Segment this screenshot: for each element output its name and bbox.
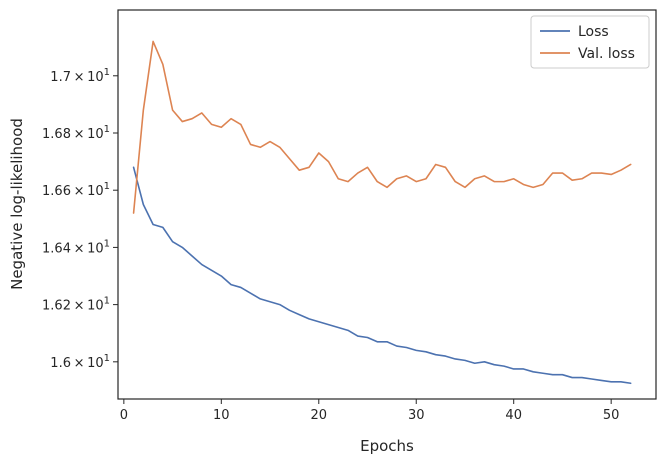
x-axis-label: Epochs <box>360 437 414 455</box>
y-tick-mantissa: 1.62 <box>42 299 71 314</box>
series-line-1 <box>132 166 632 385</box>
y-tick-mantissa: 1.68 <box>42 127 71 142</box>
y-tick-exponent: 1 <box>104 353 110 364</box>
legend-label: Loss <box>578 24 609 40</box>
x-axis-ticks: 0 10 20 30 40 50 <box>120 399 620 423</box>
x-tick-label: 20 <box>311 408 328 423</box>
x-tick-label: 10 <box>213 408 230 423</box>
legend: Loss Val. loss <box>530 15 650 69</box>
y-tick-mantissa: 1.7 <box>50 70 71 85</box>
y-tick-times: × 10 <box>71 70 104 85</box>
x-tick-label: 0 <box>120 408 128 423</box>
y-tick-label: 1.7 × 101 <box>50 67 110 85</box>
x-tick-label: 30 <box>408 408 425 423</box>
y-tick-times: × 10 <box>71 299 104 314</box>
y-tick-mantissa: 1.6 <box>50 356 71 371</box>
y-tick-times: × 10 <box>71 184 104 199</box>
plot-frame <box>117 9 657 400</box>
y-tick-exponent: 1 <box>104 181 110 192</box>
y-tick-mantissa: 1.66 <box>42 184 71 199</box>
y-tick-exponent: 1 <box>104 296 110 307</box>
y-axis-label: Negative log-likelihood <box>8 118 26 290</box>
x-tick-label: 50 <box>603 408 620 423</box>
series-lines <box>132 40 632 385</box>
y-tick-times: × 10 <box>71 241 104 256</box>
y-tick-label: 1.6 × 101 <box>50 353 110 371</box>
y-tick-exponent: 1 <box>104 238 110 249</box>
y-tick-exponent: 1 <box>104 124 110 135</box>
y-tick-label: 1.66 × 101 <box>42 181 110 199</box>
y-tick-exponent: 1 <box>104 67 110 78</box>
y-tick-label: 1.62 × 101 <box>42 296 110 314</box>
series-line-2 <box>132 40 632 214</box>
y-tick-times: × 10 <box>71 356 104 371</box>
y-tick-times: × 10 <box>71 127 104 142</box>
y-tick-mantissa: 1.64 <box>42 241 71 256</box>
x-tick-label: 40 <box>505 408 522 423</box>
y-tick-label: 1.64 × 101 <box>42 238 110 256</box>
y-tick-label: 1.68 × 101 <box>42 124 110 142</box>
legend-label: Val. loss <box>578 46 635 62</box>
legend-box <box>530 15 650 69</box>
